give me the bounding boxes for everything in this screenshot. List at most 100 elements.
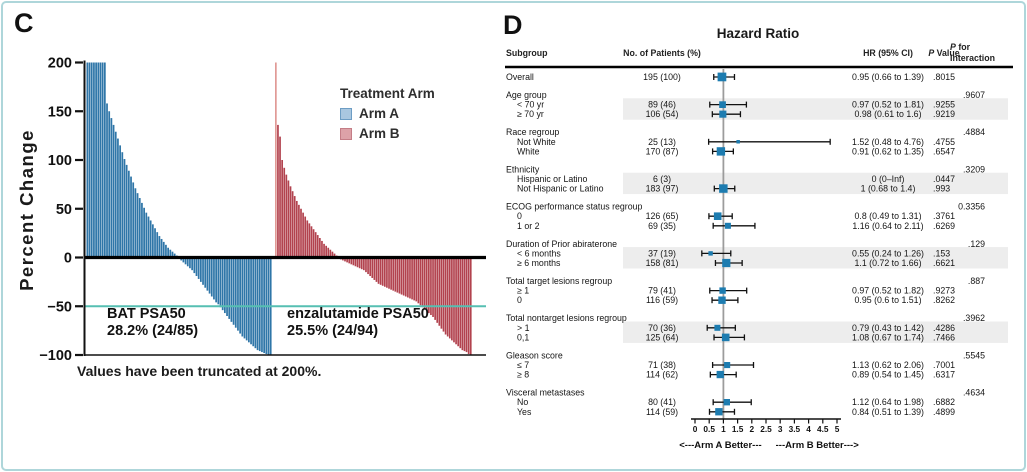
arm-b-bar xyxy=(461,257,464,351)
hr-ci-value: 0.89 (0.54 to 1.45) xyxy=(852,370,924,380)
arm-b-bar xyxy=(413,257,416,301)
arm-a-bar xyxy=(149,220,152,258)
pint-for: for xyxy=(955,42,971,52)
hr-ci-value: 1 (0.68 to 1.4) xyxy=(861,184,916,194)
x-tick-label: 0 xyxy=(693,424,698,434)
arm-b-bar xyxy=(348,257,351,264)
arm-a-bar xyxy=(215,257,218,303)
subgroup-header-label: Total target lesions regroup xyxy=(506,276,612,286)
arm-a-bar xyxy=(232,257,235,325)
patient-count-value: 114 (59) xyxy=(646,407,678,417)
arm-b-bar xyxy=(289,186,292,258)
arm-b-bar xyxy=(369,257,372,277)
subgroup-row-label: No xyxy=(517,397,528,407)
arm-a-bar xyxy=(97,62,100,258)
patient-count-value: 37 (19) xyxy=(648,248,676,258)
y-tick-label: 150 xyxy=(48,104,72,120)
arm-b-bar xyxy=(438,257,441,326)
legend-arm-a-label: Arm A xyxy=(359,106,400,121)
p-interaction-value: .4634 xyxy=(963,388,985,398)
annotation-arm-a: BAT PSA50 28.2% (24/85) xyxy=(107,306,198,340)
arm-a-bar xyxy=(138,198,141,258)
p-value: .9273 xyxy=(933,286,955,296)
arm-b-bar xyxy=(459,257,462,349)
truncation-footnote: Values have been truncated at 200%. xyxy=(77,363,322,379)
subgroup-row-label: < 6 months xyxy=(517,248,561,258)
arm-a-bar xyxy=(213,257,215,300)
p-interaction-value: .3962 xyxy=(963,313,985,323)
x-tick-label: 2.5 xyxy=(760,424,772,434)
p-interaction-value: .129 xyxy=(968,239,985,249)
arm-b-bar xyxy=(316,235,319,258)
hr-marker xyxy=(736,140,740,144)
arm-a-bar xyxy=(193,257,196,274)
arm-b-bar xyxy=(448,257,451,339)
hr-ci-value: 1.08 (0.67 to 1.74) xyxy=(852,332,924,342)
hr-ci-value: 1.1 (0.72 to 1.66) xyxy=(855,258,922,268)
hr-ci-value: 0.97 (0.52 to 1.82) xyxy=(852,286,924,296)
hr-ci-value: 0.98 (0.61 to 1.6) xyxy=(855,109,922,119)
arm-a-bar xyxy=(158,236,161,258)
col-header-pvalue: P Value xyxy=(928,48,959,58)
arm-b-bar xyxy=(308,223,311,258)
arm-b-bar xyxy=(285,174,288,258)
p-value: .6882 xyxy=(933,397,955,407)
pint-p: P xyxy=(950,42,956,52)
patient-count-value: 170 (87) xyxy=(646,146,679,156)
legend-arm-b-label: Arm B xyxy=(359,126,400,141)
subgroup-row-label: ≥ 8 xyxy=(517,370,529,380)
arm-b-bar xyxy=(365,257,367,273)
y-tick-label: 100 xyxy=(48,153,72,169)
subgroup-row-label: 0 xyxy=(517,295,522,305)
hr-ci-value: 0.91 (0.62 to 1.35) xyxy=(852,146,924,156)
patient-count-value: 195 (100) xyxy=(643,72,681,82)
arm-b-bar xyxy=(453,257,455,343)
x-tick-label: 1.5 xyxy=(732,424,744,434)
patient-count-value: 114 (62) xyxy=(646,370,678,380)
arm-a-bar xyxy=(210,257,213,297)
col-header-hr: HR (95% CI) xyxy=(863,48,913,58)
y-tick-label: 50 xyxy=(56,202,72,218)
arm-b-bar xyxy=(455,257,457,345)
patient-count-value: 89 (46) xyxy=(648,100,676,110)
arm-b-bar xyxy=(312,229,315,258)
arm-b-bar xyxy=(306,220,309,258)
arm-a-bar xyxy=(230,257,233,322)
annotation-arm-a-stat: 28.2% (24/85) xyxy=(107,323,199,339)
hr-ci-value: 1.12 (0.64 to 1.98) xyxy=(852,397,924,407)
arm-a-bar xyxy=(114,131,117,258)
p-interaction-value: .5545 xyxy=(963,350,985,360)
arm-b-bar xyxy=(444,257,447,335)
arm-a-bar xyxy=(101,62,104,258)
arm-a-better-label: <---Arm A Better--- xyxy=(679,440,762,451)
arm-a-bar xyxy=(202,257,204,285)
arm-b-bar xyxy=(465,257,468,353)
arm-a-bar xyxy=(86,62,89,258)
legend-title: Treatment Arm xyxy=(340,86,435,101)
arm-b-bar xyxy=(300,208,302,258)
arm-a-bar xyxy=(186,257,189,267)
arm-b-bar xyxy=(310,226,313,258)
arm-a-bar xyxy=(237,257,239,331)
subgroup-row-label: Not White xyxy=(517,137,556,147)
p-value: .6317 xyxy=(933,370,955,380)
hr-marker xyxy=(724,362,731,369)
panel-c-label: C xyxy=(14,8,34,38)
arm-b-bar xyxy=(386,257,388,288)
subgroup-row-label: ≥ 1 xyxy=(517,286,529,296)
hr-marker xyxy=(719,110,727,118)
patient-count-value: 126 (65) xyxy=(646,211,679,221)
y-axis-title: Percent Change xyxy=(16,129,37,291)
hr-marker xyxy=(721,333,730,342)
arm-b-bar xyxy=(346,257,348,263)
arm-a-bar xyxy=(103,62,106,258)
arm-b-bar xyxy=(394,257,397,292)
subgroup-row-label: < 70 yr xyxy=(517,100,544,110)
y-tick-label: −50 xyxy=(47,299,72,315)
arm-a-bar xyxy=(127,170,130,258)
arm-a-bar xyxy=(108,111,111,258)
arm-b-bar xyxy=(352,257,355,266)
x-tick-label: 4 xyxy=(806,424,811,434)
patient-count-value: 70 (36) xyxy=(648,323,676,333)
arm-b-bar xyxy=(354,257,357,267)
